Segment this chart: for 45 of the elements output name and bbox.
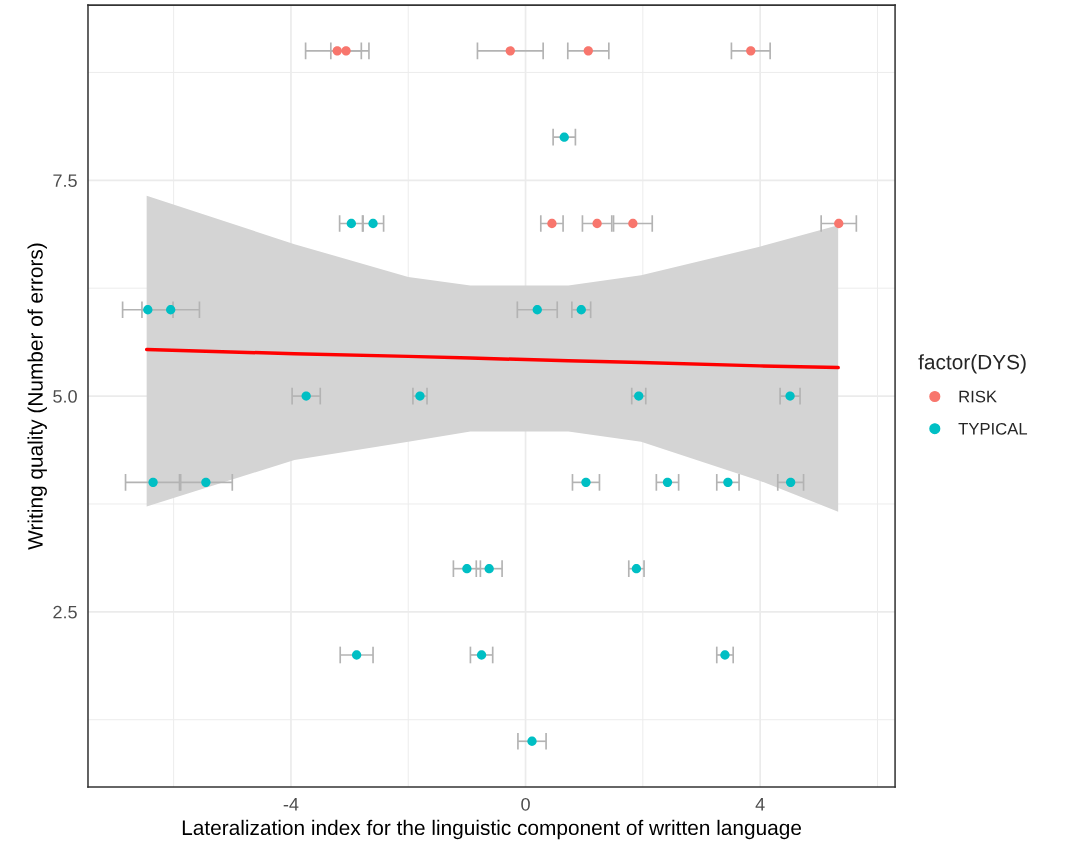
point: [527, 736, 537, 746]
point: [368, 218, 378, 229]
point: [484, 564, 494, 574]
point: [346, 218, 357, 229]
point: [143, 305, 153, 315]
point: [723, 477, 733, 488]
point: [547, 218, 557, 229]
point: [628, 218, 638, 229]
x-tick-label: 4: [755, 798, 765, 811]
point: [415, 391, 425, 401]
point: [576, 305, 586, 315]
x-axis-title: Lateralization index for the linguistic component of written language: [182, 819, 801, 840]
line-series: [144, 347, 840, 370]
point: [166, 305, 176, 315]
point: [301, 391, 311, 401]
point: [201, 477, 211, 488]
point: [583, 46, 593, 56]
point: [720, 650, 730, 660]
x-tick-label: 0: [521, 797, 530, 811]
y-tick-label: 5.0: [53, 390, 77, 403]
point: [746, 46, 756, 56]
point: [662, 477, 673, 488]
point: [631, 564, 642, 574]
point: [559, 132, 569, 142]
legend-label: RISK: [959, 390, 997, 403]
point: [786, 477, 796, 488]
point: [834, 218, 844, 229]
point: [634, 391, 644, 401]
point: [581, 477, 591, 488]
point: [476, 650, 487, 660]
legend-label: TYPICAL: [958, 422, 1028, 435]
point: [785, 391, 795, 401]
point: [148, 477, 158, 488]
point: [505, 46, 515, 56]
point: [592, 218, 602, 229]
y-tick-label: 7.5: [53, 174, 77, 188]
point: [351, 650, 362, 660]
x-tick-label: -4: [283, 798, 299, 811]
y-axis-title: Writing quality (Number of errors): [27, 243, 47, 550]
point: [532, 305, 542, 315]
legend-title: factor(DYS): [918, 354, 1026, 374]
point: [462, 564, 472, 574]
point: [332, 46, 342, 56]
point: [341, 46, 351, 56]
y-tick-label: 2.5: [53, 605, 77, 619]
